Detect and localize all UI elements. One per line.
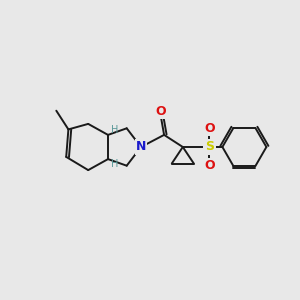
Text: H: H xyxy=(111,125,119,135)
Text: N: N xyxy=(136,140,146,154)
Text: H: H xyxy=(111,159,119,169)
Text: O: O xyxy=(204,122,214,135)
Text: O: O xyxy=(204,159,214,172)
Text: S: S xyxy=(205,140,214,154)
Text: O: O xyxy=(155,105,166,118)
